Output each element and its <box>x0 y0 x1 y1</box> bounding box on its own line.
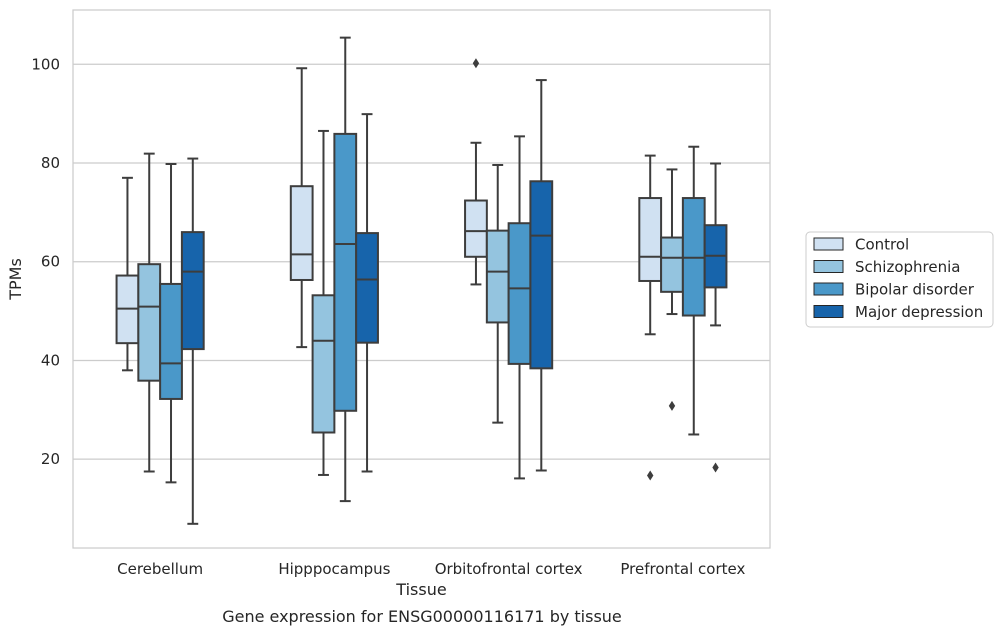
legend-swatch <box>813 237 844 251</box>
box-control-2 <box>464 58 488 286</box>
box-bipolar-disorder-0 <box>159 162 183 484</box>
box-major-depression-0 <box>180 157 205 525</box>
x-tick-label: Cerebellum <box>117 560 203 578</box>
box-major-depression-2 <box>529 79 554 472</box>
x-axis-label: Tissue <box>395 580 446 599</box>
box-iqr <box>638 197 663 282</box>
box-iqr <box>180 231 205 351</box>
x-tick-label: Prefrontal cortex <box>620 560 745 578</box>
outlier-point <box>668 400 676 411</box>
plot-area <box>115 36 728 525</box>
y-tick-label: 60 <box>41 253 60 271</box>
box-major-depression-1 <box>355 113 379 473</box>
box-major-depression-3 <box>703 162 728 473</box>
box-iqr <box>464 199 488 258</box>
box-iqr <box>289 185 314 281</box>
outlier-point <box>647 470 654 481</box>
legend-swatch <box>813 282 844 296</box>
box-iqr <box>333 132 358 412</box>
box-bipolar-disorder-2 <box>507 135 532 480</box>
plot-frame <box>72 9 771 549</box>
x-tick-label: Hipppocampus <box>278 560 390 578</box>
outlier-point <box>472 58 480 69</box>
box-control-3 <box>638 154 663 481</box>
box-schizophrenia-0 <box>137 152 162 473</box>
legend-label: Major depression <box>855 303 983 321</box>
box-bipolar-disorder-3 <box>681 145 706 436</box>
box-schizophrenia-2 <box>485 163 510 424</box>
box-iqr <box>311 294 336 434</box>
legend-swatch <box>813 260 844 273</box>
legend-swatch <box>813 305 844 318</box>
box-iqr <box>137 263 162 382</box>
box-iqr <box>660 236 684 293</box>
box-control-1 <box>289 67 314 349</box>
box-iqr <box>355 232 379 344</box>
legend: Control Schizophrenia Bipolar disorder Majo… <box>805 231 994 328</box>
legend-label: Schizophrenia <box>855 258 960 276</box>
y-tick-label: 80 <box>41 154 60 172</box>
box-control-0 <box>115 176 140 372</box>
chart-caption: Gene expression for ENSG00000116171 by t… <box>222 607 622 626</box>
box-schizophrenia-1 <box>311 129 336 476</box>
outlier-point <box>712 462 719 473</box>
box-schizophrenia-3 <box>660 168 684 411</box>
x-axis-ticks: Cerebellum Hipppocampus Orbitofrontal cort… <box>117 560 745 578</box>
box-iqr <box>159 282 183 400</box>
y-axis-ticks: 20 40 60 80 100 <box>31 55 60 468</box>
y-tick-label: 20 <box>41 450 60 468</box>
box-iqr <box>485 229 510 324</box>
legend-frame <box>805 231 994 328</box>
box-iqr <box>507 222 532 365</box>
box-bipolar-disorder-1 <box>333 36 358 503</box>
y-tick-label: 40 <box>41 351 60 369</box>
y-axis-label: TPMs <box>6 258 25 301</box>
legend-label: Control <box>855 236 909 254</box>
y-tick-label: 100 <box>31 55 60 73</box>
x-tick-label: Orbitofrontal cortex <box>435 560 583 578</box>
box-iqr <box>529 180 554 370</box>
legend-label: Bipolar disorder <box>855 281 975 299</box>
